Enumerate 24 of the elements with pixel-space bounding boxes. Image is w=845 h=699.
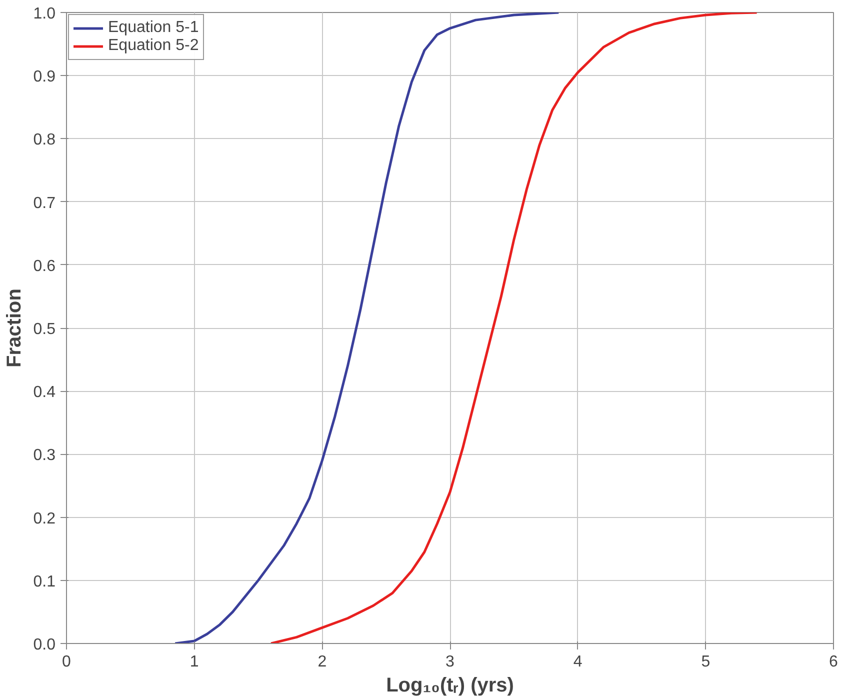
x-tick-label: 4 [573,654,582,670]
y-tick-label: 1.0 [33,6,56,22]
legend-label: Equation 5-2 [108,37,199,55]
y-tick-label: 0.0 [33,636,56,654]
x-tick-label: 5 [701,654,710,670]
y-tick-label: 0.4 [33,384,56,402]
line-series [270,12,758,644]
x-tick-label: 3 [446,654,455,670]
y-tick-label: 0.5 [33,321,56,338]
x-tick-label: 2 [318,654,327,670]
y-tick-label: 0.2 [33,510,56,528]
y-tick-label: 0.3 [33,447,56,464]
legend-label: Equation 5-1 [108,19,199,37]
y-tick-label: 0.1 [33,573,56,590]
y-tick-label: 0.9 [33,68,56,86]
x-axis-title: Log₁₀(tᵣ) (yrs) [386,674,514,696]
x-tick-label: 6 [829,654,838,670]
y-tick-label: 0.6 [33,258,56,275]
line-series [174,12,560,644]
x-tick-label: 0 [62,654,72,670]
y-axis-title: Fraction [3,288,26,368]
x-tick-label: 1 [190,654,199,670]
y-tick-label: 0.8 [33,132,56,149]
y-tick-label: 0.7 [33,194,56,212]
